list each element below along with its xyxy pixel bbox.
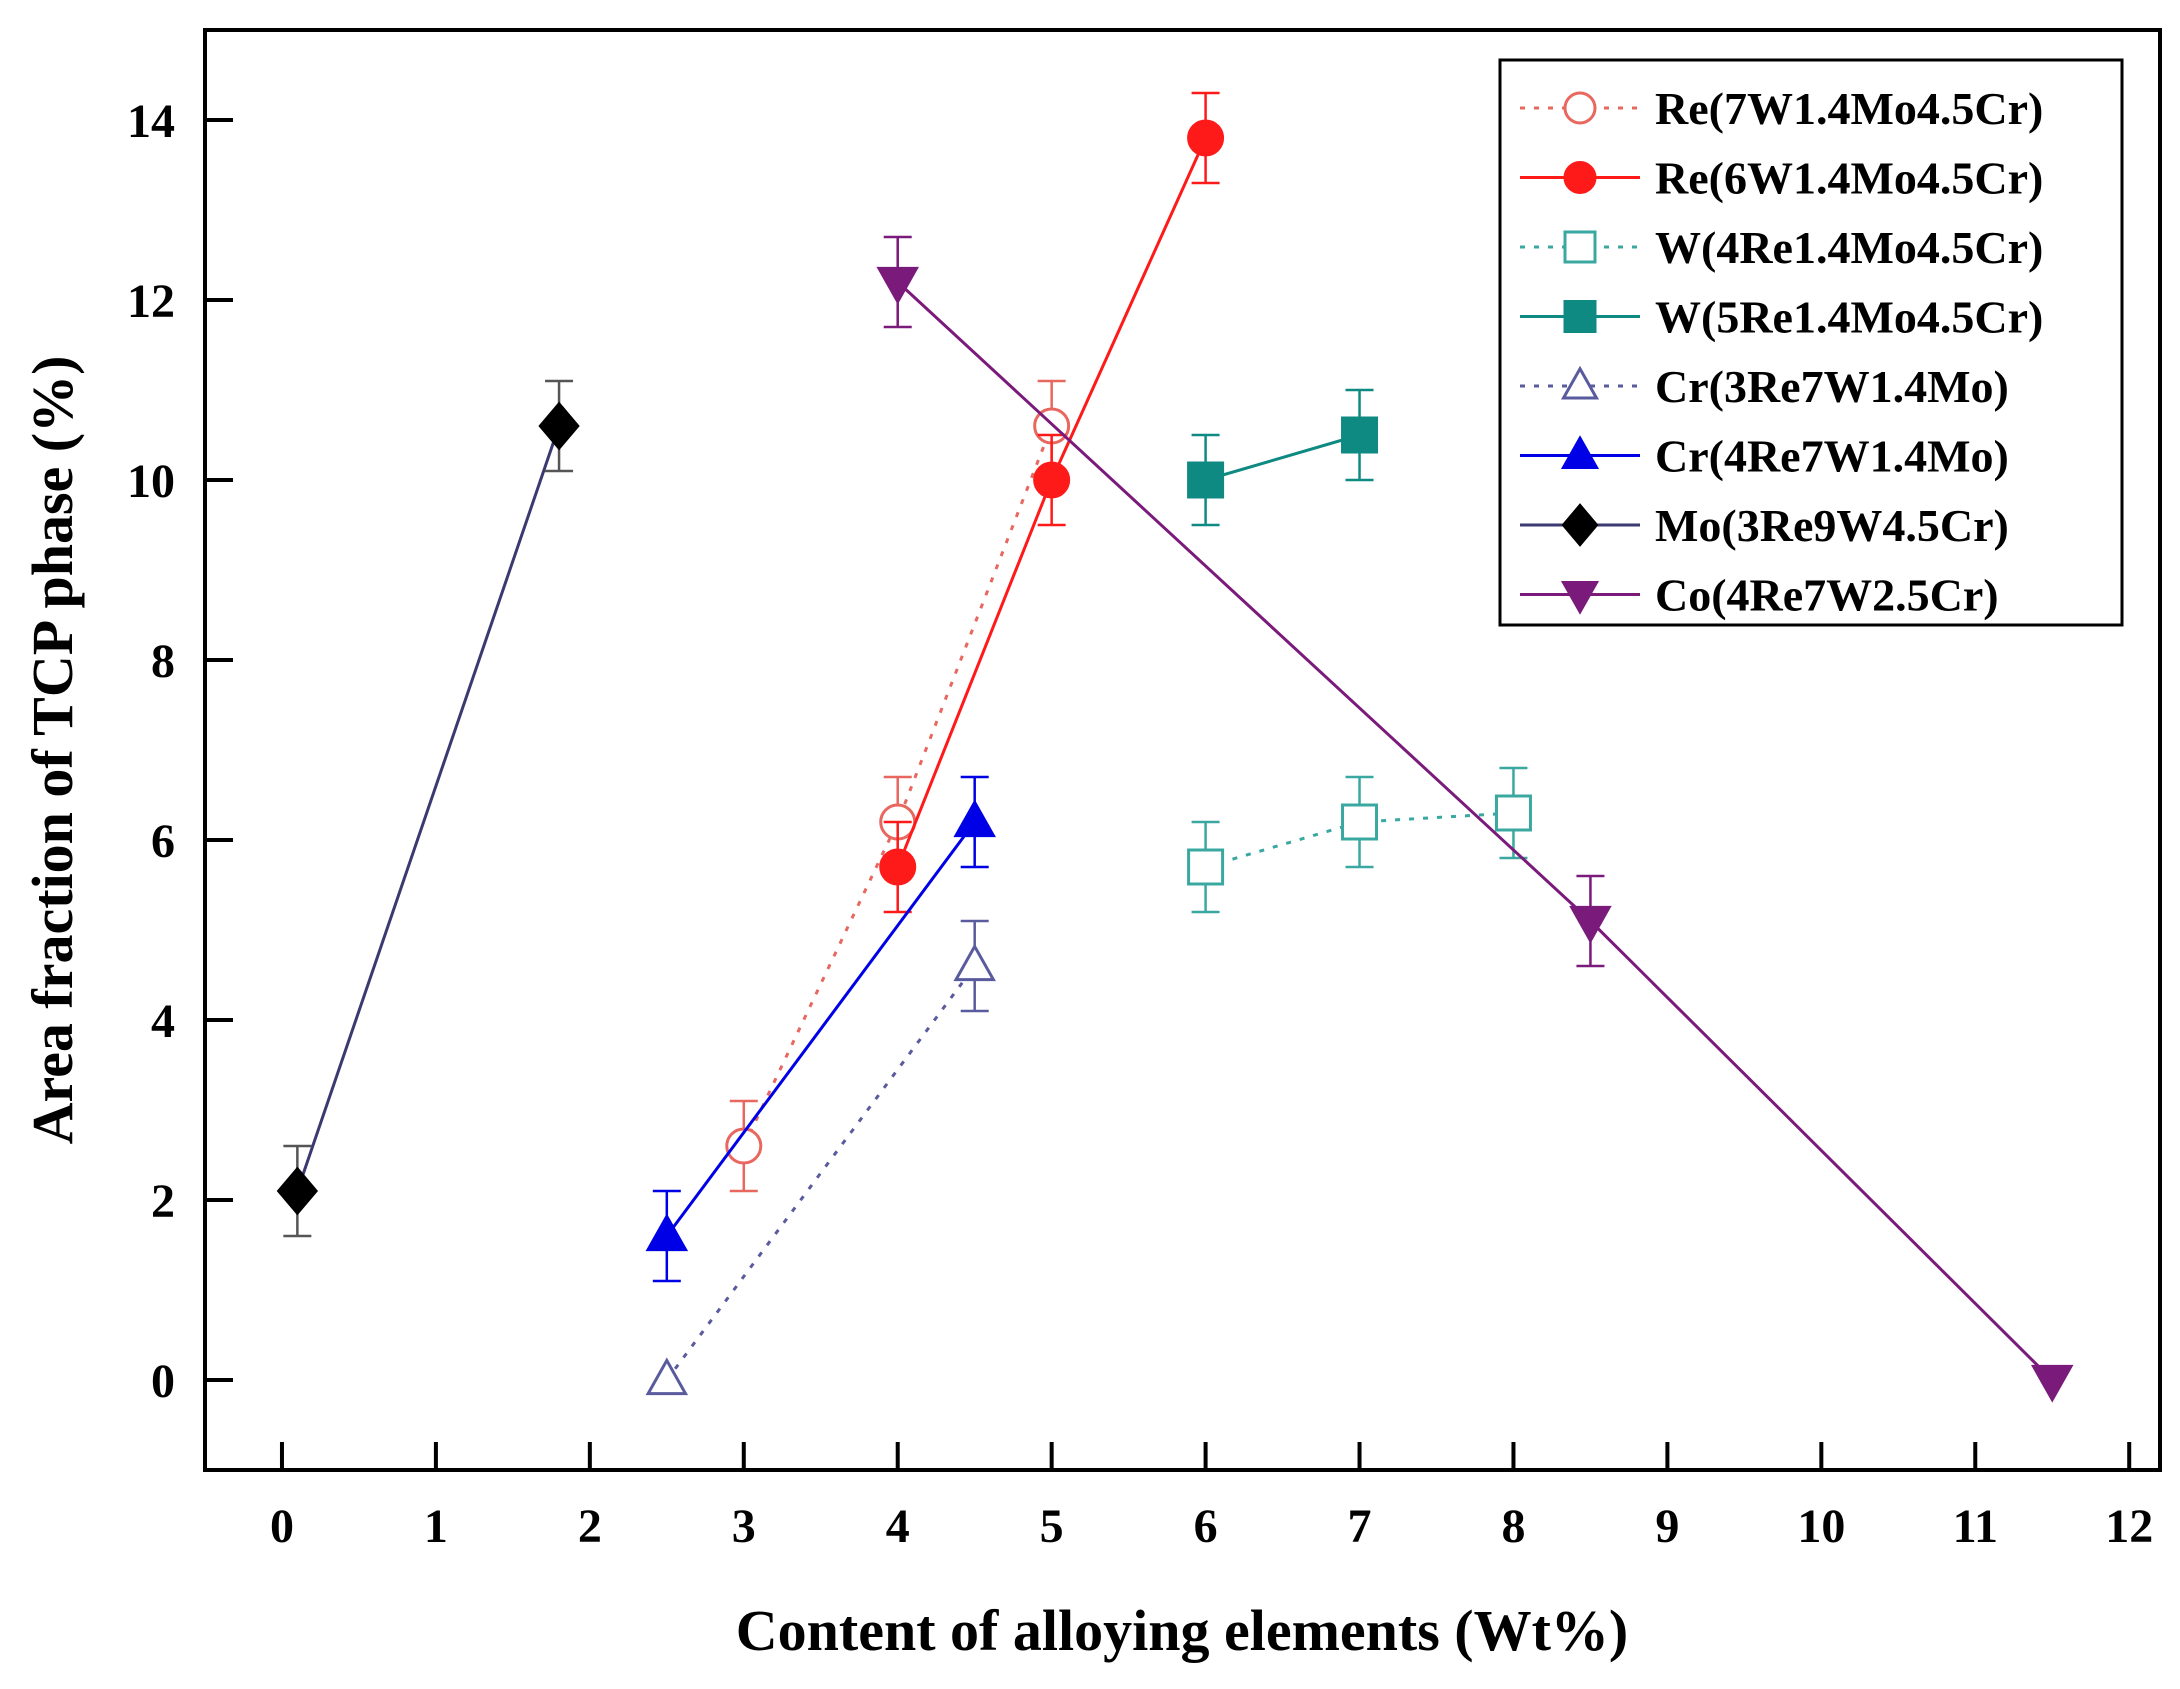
legend-item: Cr(4Re7W1.4Mo) xyxy=(1520,431,2009,482)
legend-item: W(4Re1.4Mo4.5Cr) xyxy=(1520,222,2043,273)
series-5 xyxy=(645,775,996,1283)
y-axis-title: Area fraction of TCP phase (%) xyxy=(20,356,85,1145)
x-tick-label: 11 xyxy=(1953,1500,1998,1553)
y-tick-label: 2 xyxy=(151,1175,175,1228)
series-line xyxy=(665,821,976,1237)
series-line xyxy=(665,965,976,1381)
x-tick-label: 4 xyxy=(886,1500,910,1553)
series-6 xyxy=(276,379,580,1238)
legend-item: Co(4Re7W2.5Cr) xyxy=(1520,570,1999,621)
legend-label: Re(7W1.4Mo4.5Cr) xyxy=(1655,83,2043,134)
x-tick-label: 1 xyxy=(424,1500,448,1553)
x-tick-label: 7 xyxy=(1348,1500,1372,1553)
x-tick-label: 3 xyxy=(732,1500,756,1553)
data-point xyxy=(1187,848,1225,886)
legend-item: W(5Re1.4Mo4.5Cr) xyxy=(1520,292,2043,343)
series-line xyxy=(295,425,561,1192)
data-point xyxy=(1033,461,1071,499)
legend-marker xyxy=(1563,161,1597,194)
data-point xyxy=(276,1166,319,1216)
legend-item: Mo(3Re9W4.5Cr) xyxy=(1520,500,2009,551)
legend-marker xyxy=(1561,503,1599,547)
y-tick-label: 12 xyxy=(127,275,175,328)
legend-label: Co(4Re7W2.5Cr) xyxy=(1655,570,1999,621)
data-point xyxy=(538,401,580,451)
legend-label: Cr(4Re7W1.4Mo) xyxy=(1655,431,2009,482)
y-tick-label: 6 xyxy=(151,815,175,868)
y-tick-label: 0 xyxy=(151,1355,175,1408)
y-tick-label: 8 xyxy=(151,635,175,688)
data-point xyxy=(1569,905,1612,944)
x-tick-label: 8 xyxy=(1501,1500,1525,1553)
legend-item: Cr(3Re7W1.4Mo) xyxy=(1520,361,2009,412)
legend-marker xyxy=(1560,365,1600,400)
data-point xyxy=(1341,416,1379,454)
legend-marker xyxy=(1560,435,1600,469)
legend-marker xyxy=(1563,230,1597,264)
data-point xyxy=(645,1213,689,1252)
legend-marker xyxy=(1563,300,1597,333)
legend-box xyxy=(1498,58,2124,627)
data-point xyxy=(1341,803,1379,841)
data-point xyxy=(1494,794,1532,832)
legend-label: Cr(3Re7W1.4Mo) xyxy=(1655,361,2009,412)
series-1 xyxy=(879,91,1225,914)
x-tick-label: 10 xyxy=(1797,1500,1845,1553)
legend-marker xyxy=(1563,91,1597,125)
series-3 xyxy=(1187,388,1379,527)
legend-label: W(5Re1.4Mo4.5Cr) xyxy=(1655,292,2043,343)
data-point xyxy=(876,266,919,305)
x-tick-label: 5 xyxy=(1040,1500,1064,1553)
x-tick-label: 6 xyxy=(1194,1500,1218,1553)
x-tick-label: 0 xyxy=(270,1500,294,1553)
legend: Re(7W1.4Mo4.5Cr) Re(6W1.4Mo4.5Cr) W(4Re1.4… xyxy=(1498,58,2124,627)
series-2 xyxy=(1187,766,1532,914)
legend-label: W(4Re1.4Mo4.5Cr) xyxy=(1655,222,2043,273)
x-tick-label: 12 xyxy=(2105,1500,2153,1553)
legend-label: Mo(3Re9W4.5Cr) xyxy=(1655,500,2009,551)
data-point xyxy=(1187,461,1225,499)
x-tick-label: 2 xyxy=(578,1500,602,1553)
data-point xyxy=(1187,119,1225,157)
data-point xyxy=(953,943,996,982)
series-layer xyxy=(276,91,2074,1403)
y-tick-label: 4 xyxy=(151,995,175,1048)
data-point xyxy=(953,799,996,838)
series-line xyxy=(1205,433,1360,482)
series-4 xyxy=(645,919,996,1396)
data-point xyxy=(879,848,917,886)
x-axis-title: Content of alloying elements (Wt%) xyxy=(736,1598,1628,1663)
series-7 xyxy=(876,235,2074,1403)
data-point xyxy=(725,1127,763,1165)
legend-marker xyxy=(1560,581,1600,615)
x-tick-label: 9 xyxy=(1655,1500,1679,1553)
data-point xyxy=(2030,1364,2074,1403)
legend-item: Re(7W1.4Mo4.5Cr) xyxy=(1520,83,2043,134)
legend-label: Re(6W1.4Mo4.5Cr) xyxy=(1655,153,2043,204)
y-tick-label: 14 xyxy=(127,95,175,148)
legend-item: Re(6W1.4Mo4.5Cr) xyxy=(1520,153,2043,204)
y-tick-label: 10 xyxy=(127,455,175,508)
data-point xyxy=(645,1357,689,1396)
